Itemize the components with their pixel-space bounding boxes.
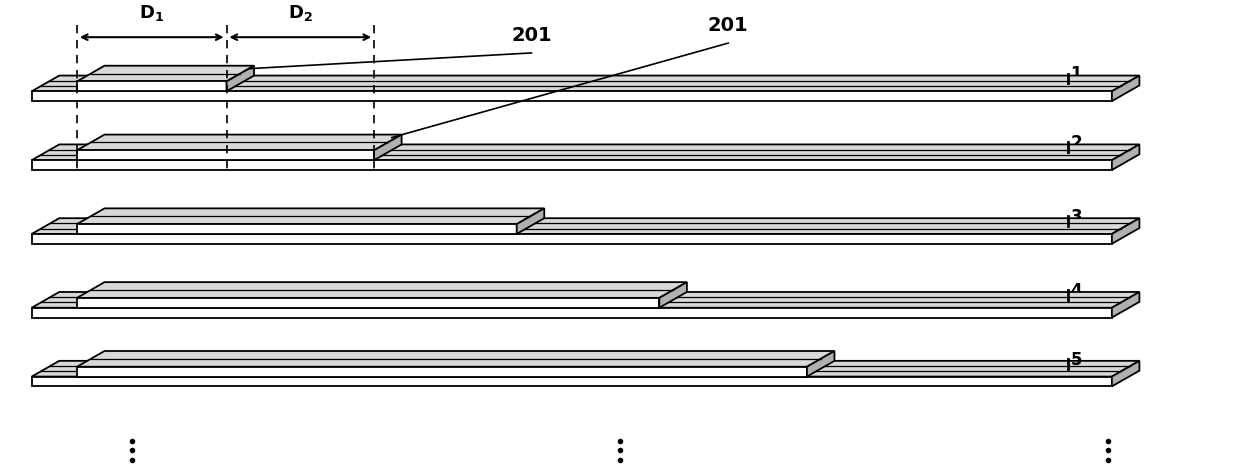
Polygon shape <box>77 224 517 234</box>
Polygon shape <box>517 208 544 234</box>
Polygon shape <box>32 218 1140 234</box>
Polygon shape <box>32 91 1112 101</box>
Polygon shape <box>1112 76 1140 101</box>
Text: 201: 201 <box>511 26 552 45</box>
Polygon shape <box>77 135 402 150</box>
Text: 2: 2 <box>1070 135 1083 152</box>
Polygon shape <box>32 377 1112 387</box>
Polygon shape <box>1112 292 1140 318</box>
Polygon shape <box>660 282 687 308</box>
Polygon shape <box>227 66 254 91</box>
Polygon shape <box>1112 218 1140 244</box>
Polygon shape <box>77 282 687 298</box>
Polygon shape <box>32 308 1112 318</box>
Polygon shape <box>77 82 227 91</box>
Polygon shape <box>77 367 807 377</box>
Polygon shape <box>807 351 835 377</box>
Text: 3: 3 <box>1070 208 1083 226</box>
Text: 5: 5 <box>1070 351 1083 369</box>
Polygon shape <box>374 135 402 160</box>
Text: 1: 1 <box>1070 66 1083 84</box>
Polygon shape <box>77 351 835 367</box>
Polygon shape <box>32 234 1112 244</box>
Polygon shape <box>32 361 1140 377</box>
Polygon shape <box>1112 144 1140 170</box>
Polygon shape <box>32 160 1112 170</box>
Polygon shape <box>77 150 374 160</box>
Polygon shape <box>1112 361 1140 387</box>
Text: 4: 4 <box>1070 282 1083 300</box>
Polygon shape <box>77 298 660 308</box>
Polygon shape <box>32 76 1140 91</box>
Polygon shape <box>32 292 1140 308</box>
Text: $\mathbf{D_1}$: $\mathbf{D_1}$ <box>139 3 164 24</box>
Polygon shape <box>77 66 254 82</box>
Polygon shape <box>77 208 544 224</box>
Polygon shape <box>32 144 1140 160</box>
Text: $\mathbf{D_2}$: $\mathbf{D_2}$ <box>288 3 312 24</box>
Text: 201: 201 <box>708 16 749 35</box>
